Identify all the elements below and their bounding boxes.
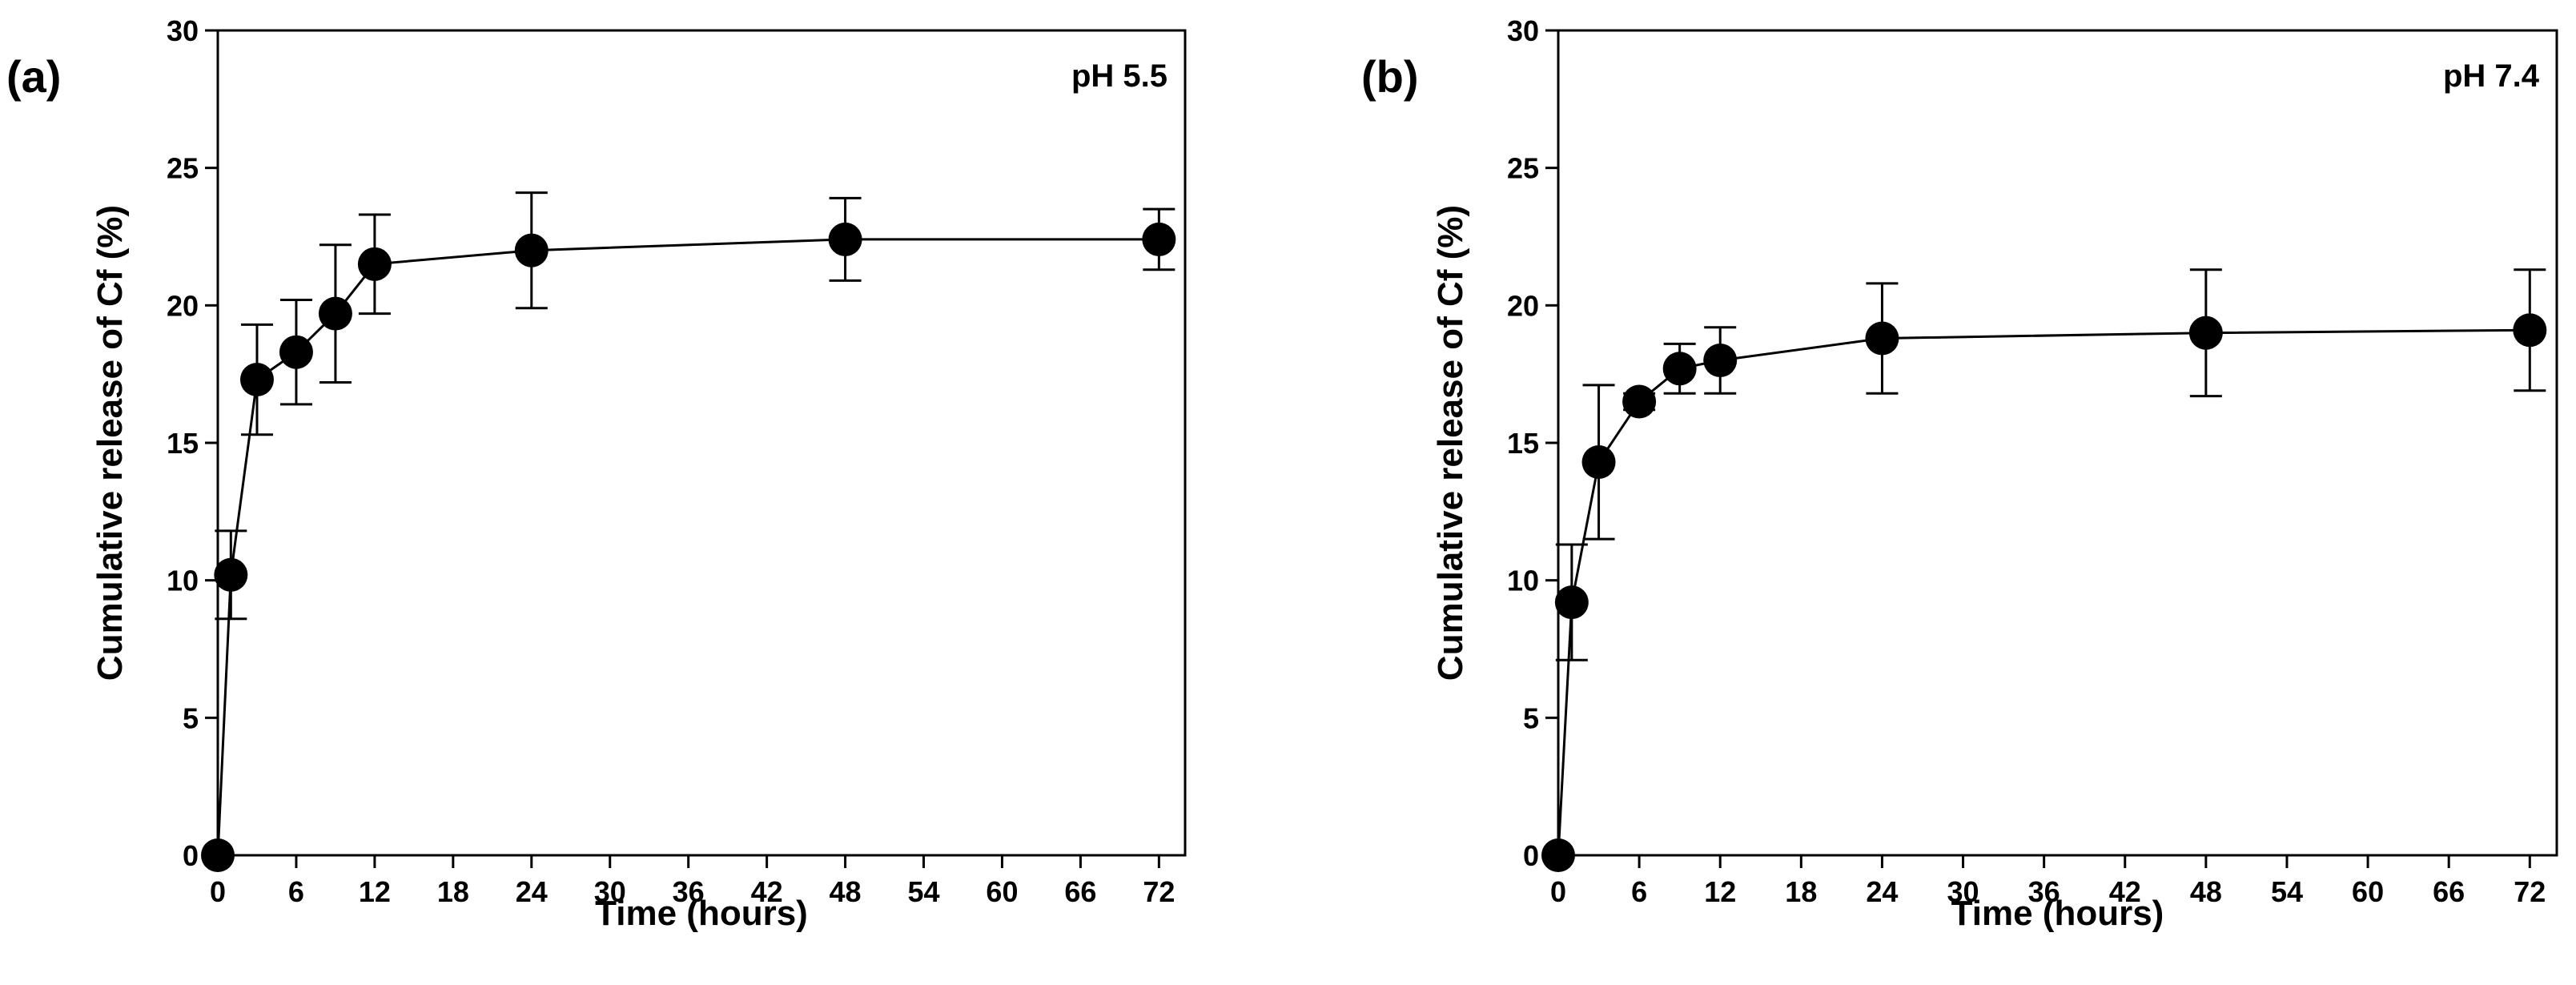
x-tick-label: 60 [986, 875, 1018, 908]
y-tick-label: 0 [1523, 839, 1539, 872]
x-tick-label: 6 [1631, 875, 1647, 908]
x-tick-label: 0 [210, 875, 226, 908]
y-tick-label: 20 [167, 289, 199, 322]
data-point [1541, 838, 1575, 872]
data-point [1581, 445, 1616, 480]
y-tick-label: 15 [167, 427, 199, 460]
panel-a: (a) pH 5.5 0 5 10 15 20 25 30 0 6 12 18 24 30 36 42 48 54 6… [6, 14, 1187, 933]
data-point [1662, 352, 1697, 386]
panel-label: (a) [6, 51, 61, 102]
y-tick-label: 25 [1507, 152, 1539, 185]
data-point [2513, 313, 2547, 348]
data-point [1142, 222, 1176, 256]
x-tick-label: 24 [516, 875, 548, 908]
panel-label: (b) [1361, 51, 1419, 102]
data-point [1703, 344, 1738, 377]
x-tick-label: 72 [1143, 875, 1175, 908]
data-point [1622, 384, 1657, 419]
x-tick-label: 18 [1785, 875, 1817, 908]
y-tick-label: 10 [1507, 565, 1539, 597]
y-axis-title: Cumulative release of Cf (%) [1431, 205, 1470, 681]
x-tick-label: 36 [2028, 875, 2060, 908]
ph-annotation: pH 7.4 [2443, 58, 2540, 94]
data-point [214, 557, 248, 592]
x-tick-label: 72 [2514, 875, 2546, 908]
plot-frame [1557, 29, 2558, 857]
ph-annotation: pH 5.5 [1071, 58, 1167, 94]
data-point [514, 233, 549, 267]
x-tick-label: 30 [1947, 875, 1979, 908]
y-tick-label: 5 [1523, 702, 1539, 734]
y-tick-label: 5 [183, 702, 199, 734]
y-axis-title: Cumulative release of Cf (%) [90, 205, 130, 681]
x-tick-label: 30 [594, 875, 626, 908]
x-tick-label: 6 [288, 875, 304, 908]
x-tick-label: 12 [359, 875, 391, 908]
data-point [239, 363, 274, 397]
x-axis-title: Time (hours) [595, 894, 808, 933]
x-tick-label: 12 [1704, 875, 1736, 908]
x-tick-label: 42 [751, 875, 783, 908]
series-line [216, 238, 1159, 856]
x-tick-label: 24 [1866, 875, 1898, 908]
x-tick-label: 48 [830, 875, 862, 908]
x-tick-label: 66 [2433, 875, 2465, 908]
x-tick-label: 48 [2190, 875, 2222, 908]
data-point [357, 247, 392, 281]
data-point [279, 335, 313, 369]
data-point [2188, 316, 2223, 350]
x-tick-label: 66 [1064, 875, 1096, 908]
data-point [201, 838, 235, 872]
y-tick-label: 30 [167, 14, 199, 47]
y-tick-label: 15 [1507, 427, 1539, 460]
x-tick-label: 36 [673, 875, 705, 908]
y-tick-label: 20 [1507, 289, 1539, 322]
data-point [828, 222, 862, 256]
data-point [318, 296, 352, 331]
plot-frame [216, 29, 1187, 857]
y-tick-label: 25 [167, 152, 199, 185]
panel-b: (b) pH 7.4 0 5 10 15 20 25 30 0 6 12 18 24 30 36 42 48 54 6… [1361, 14, 2558, 933]
x-tick-label: 0 [1550, 875, 1566, 908]
x-tick-label: 54 [2271, 875, 2303, 908]
x-tick-label: 60 [2352, 875, 2384, 908]
y-tick-label: 30 [1507, 14, 1539, 47]
series-line [1557, 328, 2530, 856]
x-tick-label: 18 [437, 875, 469, 908]
data-point [1554, 585, 1589, 620]
x-tick-label: 54 [907, 875, 939, 908]
data-point [1865, 321, 1899, 356]
x-axis-title: Time (hours) [1951, 894, 2164, 933]
x-tick-label: 42 [2109, 875, 2141, 908]
y-tick-label: 0 [183, 839, 199, 872]
y-tick-label: 10 [167, 565, 199, 597]
